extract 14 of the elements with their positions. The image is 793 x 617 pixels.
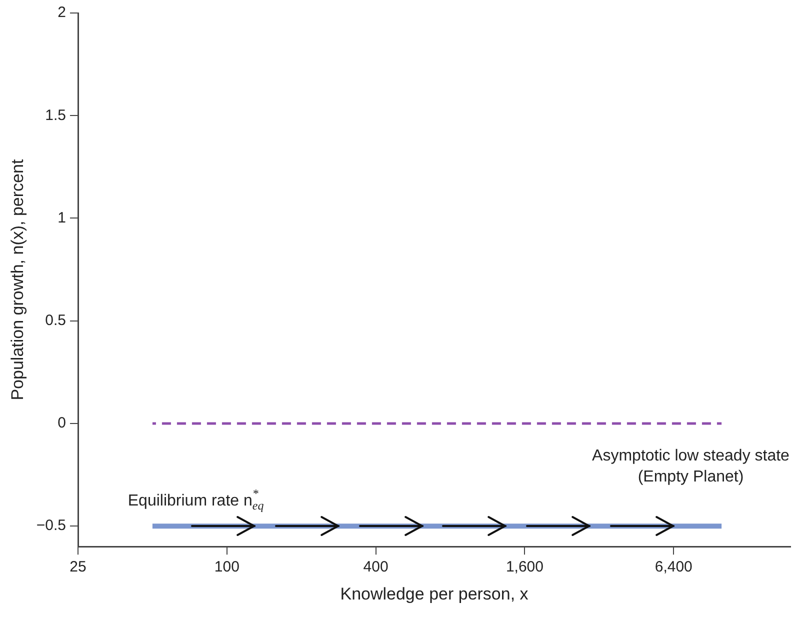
y-tick-label: 1 bbox=[58, 209, 66, 226]
y-axis-title: Population growth, n(x), percent bbox=[8, 159, 27, 400]
y-tick-label: −0.5 bbox=[36, 517, 66, 534]
y-tick-label: 0.5 bbox=[45, 312, 66, 329]
x-tick-label: 25 bbox=[70, 558, 86, 576]
x-axis-title: Knowledge per person, x bbox=[340, 584, 529, 604]
x-tick-label: 400 bbox=[363, 558, 388, 576]
y-tick-label: 0 bbox=[58, 414, 66, 432]
y-tick-label: 1.5 bbox=[45, 106, 66, 124]
x-tick-label: 6,400 bbox=[654, 558, 692, 576]
y-tick-label: 2 bbox=[58, 4, 66, 22]
x-tick-label: 1,600 bbox=[506, 558, 544, 576]
x-tick-label: 100 bbox=[214, 558, 240, 576]
annotation: Asymptotic low steady state (Empty Planet) bbox=[592, 447, 790, 486]
